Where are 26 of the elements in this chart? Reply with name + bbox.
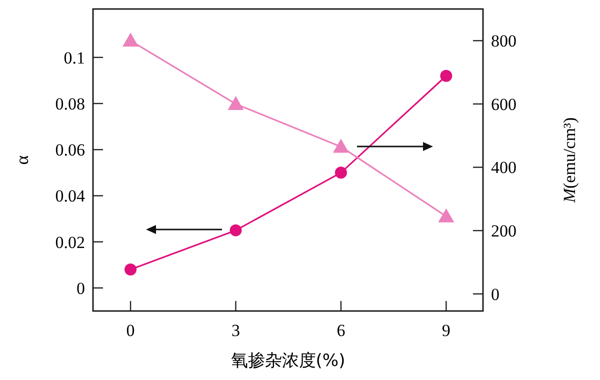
y-tick-label: 0.06 xyxy=(55,140,85,160)
y-tick-label: 0.04 xyxy=(55,186,86,206)
point xyxy=(230,224,242,236)
y-tick-label: 0.08 xyxy=(55,94,85,114)
point xyxy=(440,70,452,82)
point xyxy=(334,166,347,179)
y2-tick-label: 0 xyxy=(491,284,500,304)
y2-tick-label: 800 xyxy=(491,32,516,51)
y-tick-label: 0 xyxy=(76,278,85,298)
x-tick-label: 6 xyxy=(336,321,346,340)
x-tick-label: 9 xyxy=(442,321,450,340)
y-axis-title: α xyxy=(12,154,32,165)
y2-tick-label: 200 xyxy=(491,222,516,241)
y2-axis-title: M(emu/cm³) xyxy=(560,117,579,204)
y2-tick-label: 600 xyxy=(491,94,516,114)
point xyxy=(438,208,454,222)
x-tick-label: 0 xyxy=(126,321,135,340)
y-tick-label: 0.02 xyxy=(55,232,85,252)
point xyxy=(124,264,137,276)
x-tick-label: 3 xyxy=(231,321,240,340)
x-axis-title: 氧掺杂浓度(%) xyxy=(230,351,346,371)
y-tick-label: 0.1 xyxy=(64,48,85,68)
y2-tick-label: 400 xyxy=(491,158,516,178)
point xyxy=(122,32,139,47)
point xyxy=(332,138,349,153)
point xyxy=(228,96,244,110)
